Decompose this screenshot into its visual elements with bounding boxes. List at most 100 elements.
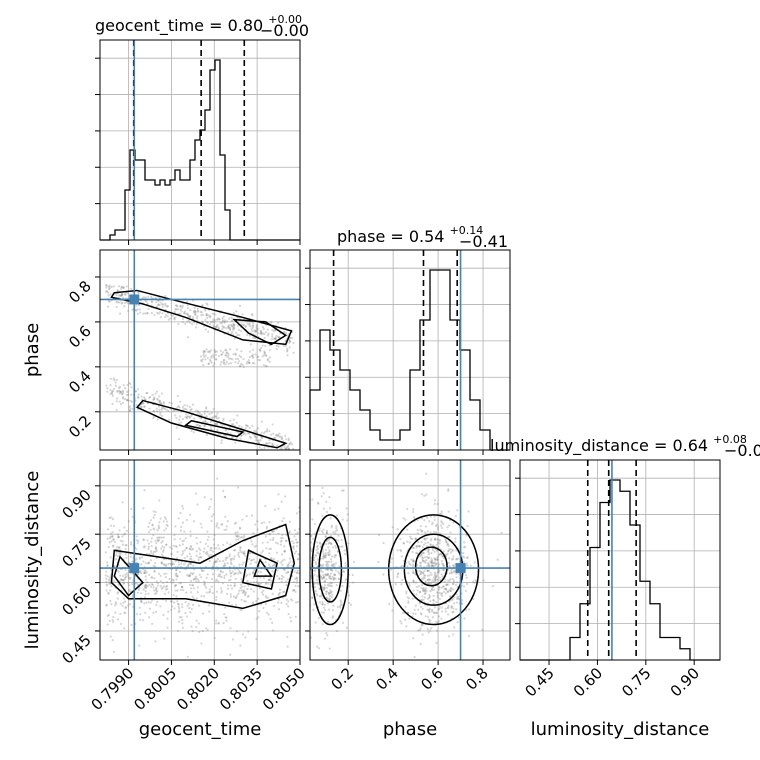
sample-point [129, 576, 132, 580]
sample-point [161, 550, 165, 553]
sample-point [215, 560, 219, 563]
sample-point [409, 535, 412, 538]
sample-point [184, 416, 187, 419]
sample-point [142, 538, 145, 541]
sample-point [419, 572, 422, 576]
sample-point [229, 572, 232, 575]
sample-point [450, 558, 454, 561]
sample-point [188, 321, 192, 324]
ytick-label: 0.8 [65, 277, 95, 307]
sample-point [214, 422, 217, 426]
sample-point [326, 583, 329, 587]
sample-point [163, 592, 167, 595]
sample-point [426, 615, 430, 618]
sample-point [324, 553, 328, 557]
sample-point [208, 559, 211, 563]
sample-point [153, 577, 156, 580]
sample-point [117, 294, 121, 297]
sample-point [253, 435, 256, 438]
sample-point [119, 574, 122, 577]
sample-point [254, 430, 257, 434]
sample-point [239, 549, 242, 552]
sample-point [175, 304, 178, 307]
sample-point [199, 548, 202, 551]
sample-point [453, 626, 456, 629]
sample-point [449, 588, 452, 591]
sample-point [208, 591, 211, 594]
sample-point [164, 294, 167, 298]
sample-point [401, 578, 404, 582]
sample-point [209, 349, 213, 352]
sample-point [178, 570, 181, 573]
sample-point [118, 400, 121, 403]
sample-point [267, 332, 270, 335]
sample-point [160, 414, 164, 418]
sample-point [277, 335, 280, 338]
sample-point [123, 292, 126, 296]
sample-point [156, 398, 159, 401]
sample-point [113, 565, 116, 568]
sample-point [408, 562, 411, 566]
sample-point [153, 528, 156, 531]
sample-point [433, 502, 436, 505]
sample-point [224, 606, 227, 609]
sample-point [235, 310, 238, 313]
xtick-label: 0.7990 [88, 664, 138, 714]
sample-point [318, 594, 321, 598]
hist-frame [309, 249, 511, 451]
sample-point [127, 520, 130, 523]
panel-frame [309, 459, 511, 661]
sample-point [271, 335, 274, 338]
sample-point [236, 333, 239, 336]
sample-point [268, 565, 272, 568]
sample-point [108, 537, 112, 540]
sample-point [277, 598, 280, 601]
sample-point [222, 359, 225, 362]
sample-point [446, 579, 450, 582]
sample-point [434, 537, 437, 540]
sample-point [327, 572, 330, 576]
sample-point [407, 600, 410, 603]
sample-point [223, 358, 226, 362]
sample-point [434, 558, 437, 562]
sample-point [238, 563, 241, 566]
sample-point [141, 619, 145, 622]
sample-point [161, 305, 164, 308]
sample-point [267, 563, 270, 566]
sample-point [288, 442, 292, 445]
sample-point [185, 546, 188, 550]
ytick-label: 0.45 [58, 631, 94, 667]
sample-point [416, 532, 419, 535]
sample-point [156, 600, 159, 604]
sample-point [136, 395, 140, 399]
sample-point [234, 352, 237, 355]
sample-point [150, 551, 153, 554]
sample-point [430, 557, 433, 560]
sample-point [437, 553, 441, 557]
sample-point [427, 557, 430, 560]
sample-point [169, 313, 172, 317]
sample-point [213, 348, 216, 351]
sample-point [313, 573, 316, 576]
sample-point [212, 320, 215, 323]
sample-point [435, 620, 438, 623]
density-contour [113, 555, 144, 597]
sample-point [240, 550, 243, 554]
sample-point [317, 647, 320, 650]
sample-point [264, 535, 268, 538]
sample-point [157, 299, 160, 303]
sample-point [426, 578, 429, 582]
sample-point [236, 594, 239, 597]
sample-point [181, 304, 184, 307]
sample-point [238, 527, 242, 530]
sample-point [180, 525, 183, 529]
sample-point [215, 422, 219, 425]
sample-point [239, 536, 242, 539]
sample-point [221, 523, 224, 526]
sample-point [412, 612, 415, 615]
sample-point [242, 552, 245, 555]
sample-point [222, 559, 225, 563]
sample-point [225, 320, 229, 323]
sample-point [246, 360, 249, 363]
sample-point [438, 605, 441, 608]
